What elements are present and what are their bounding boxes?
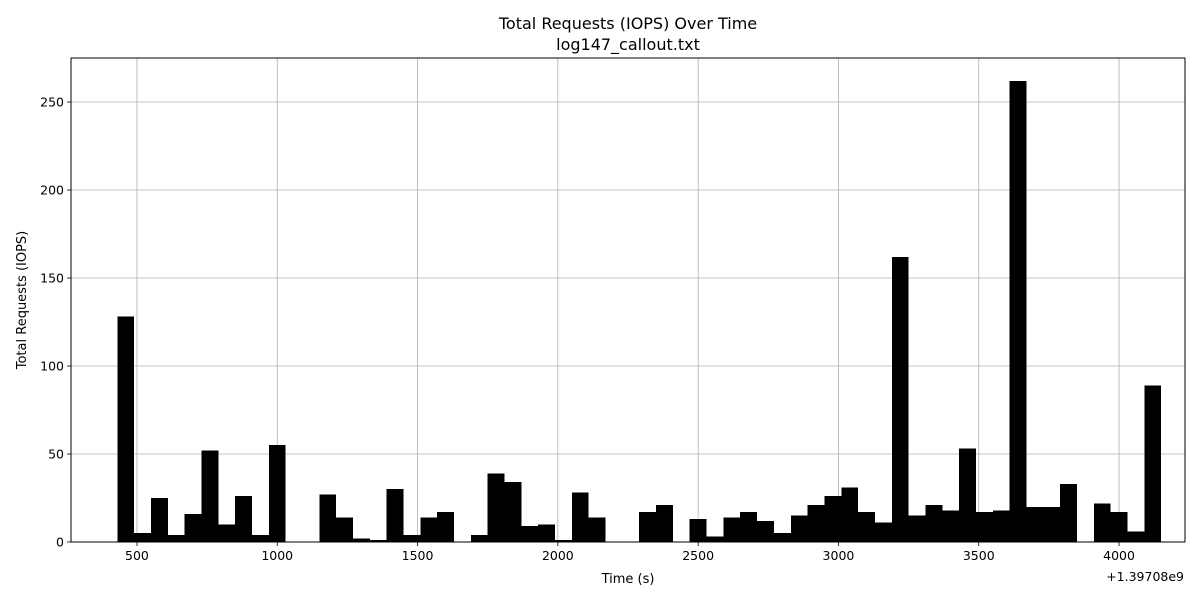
bar-38 — [858, 512, 875, 542]
bar-29 — [706, 536, 724, 542]
bar-16 — [420, 517, 438, 542]
bar-54 — [1144, 385, 1162, 542]
bar-40 — [891, 256, 909, 542]
bar-20 — [504, 482, 522, 542]
y-axis-label: Total Requests (IOPS) — [15, 231, 30, 371]
bar-2 — [150, 498, 168, 542]
bar-13 — [369, 540, 387, 542]
bar-17 — [437, 512, 455, 542]
bar-32 — [757, 520, 774, 542]
bar-48 — [1026, 506, 1044, 542]
bar-11 — [336, 517, 354, 542]
bar-43 — [942, 510, 960, 542]
bar-45 — [975, 512, 993, 542]
x-axis-label: Time (s) — [601, 572, 655, 587]
bar-12 — [353, 538, 370, 542]
x-tick-label: 3500 — [963, 548, 995, 563]
bar-50 — [1060, 483, 1077, 542]
bar-6 — [218, 524, 236, 542]
x-axis-ticks: 500 1000 1500 2000 2500 3000 3500 4000 — [125, 542, 1135, 563]
bar-37 — [841, 487, 859, 542]
x-offset-label: +1.39708e9 — [1106, 569, 1184, 584]
x-tick-label: 1000 — [261, 548, 293, 563]
bar-46 — [992, 510, 1010, 542]
bar-42 — [925, 505, 943, 542]
bar-35 — [807, 505, 825, 542]
bar-30 — [723, 517, 741, 542]
bar-7 — [235, 496, 252, 542]
y-tick-label: 200 — [40, 183, 64, 198]
bar-25 — [588, 517, 606, 542]
bar-3 — [167, 534, 185, 542]
bar-52 — [1110, 512, 1128, 542]
bar-53 — [1127, 531, 1145, 542]
bar-27 — [656, 505, 673, 542]
bar-51 — [1093, 503, 1111, 542]
x-tick-label: 3000 — [823, 548, 855, 563]
bar-36 — [824, 496, 842, 542]
x-tick-label: 2500 — [682, 548, 714, 563]
bar-47 — [1009, 80, 1027, 542]
y-tick-label: 0 — [56, 535, 64, 550]
bar-26 — [639, 512, 657, 542]
bar-34 — [790, 515, 808, 542]
bar-10 — [319, 494, 337, 542]
y-tick-label: 150 — [40, 271, 64, 286]
bars — [117, 80, 1162, 542]
bar-8 — [251, 534, 269, 542]
x-tick-label: 2000 — [542, 548, 574, 563]
bar-22 — [538, 524, 556, 542]
bar-41 — [908, 515, 926, 542]
bar-0 — [117, 316, 135, 542]
bar-33 — [773, 533, 791, 542]
bar-14 — [386, 489, 404, 542]
bar-31 — [740, 512, 758, 542]
bar-9 — [268, 445, 286, 542]
bar-19 — [487, 473, 505, 542]
bar-1 — [134, 533, 151, 542]
y-tick-label: 100 — [40, 359, 64, 374]
bar-28 — [689, 519, 707, 542]
bar-4 — [184, 513, 202, 542]
bar-15 — [403, 534, 421, 542]
bar-18 — [470, 534, 488, 542]
bar-24 — [571, 492, 589, 542]
y-tick-label: 50 — [48, 447, 64, 462]
x-tick-label: 4000 — [1103, 548, 1135, 563]
bar-23 — [555, 540, 572, 542]
bar-49 — [1043, 506, 1061, 542]
y-axis-ticks: 0 50 100 150 200 250 — [40, 95, 71, 550]
x-tick-label: 1500 — [402, 548, 434, 563]
y-tick-label: 250 — [40, 95, 64, 110]
bar-39 — [874, 522, 892, 542]
x-tick-label: 500 — [125, 548, 149, 563]
bar-44 — [959, 448, 976, 542]
bar-21 — [521, 526, 539, 542]
chart-subtitle: log147_callout.txt — [556, 35, 700, 55]
bar-5 — [201, 450, 219, 542]
chart-title: Total Requests (IOPS) Over Time — [498, 14, 757, 33]
plot-frame — [70, 57, 1186, 543]
